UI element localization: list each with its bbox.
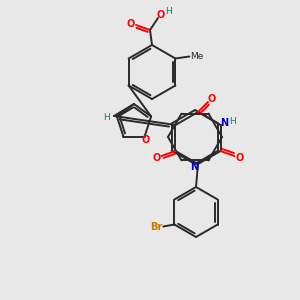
Text: O: O xyxy=(152,153,160,163)
Text: O: O xyxy=(127,19,135,29)
Text: H: H xyxy=(229,116,236,125)
Text: H: H xyxy=(165,7,171,16)
Text: O: O xyxy=(157,10,165,20)
Text: N: N xyxy=(190,162,198,172)
Text: O: O xyxy=(142,135,150,145)
Text: H: H xyxy=(103,112,110,122)
Text: Br: Br xyxy=(150,223,163,232)
Text: Me: Me xyxy=(190,52,203,61)
Text: O: O xyxy=(236,153,244,163)
Text: N: N xyxy=(220,118,229,128)
Text: O: O xyxy=(208,94,216,104)
